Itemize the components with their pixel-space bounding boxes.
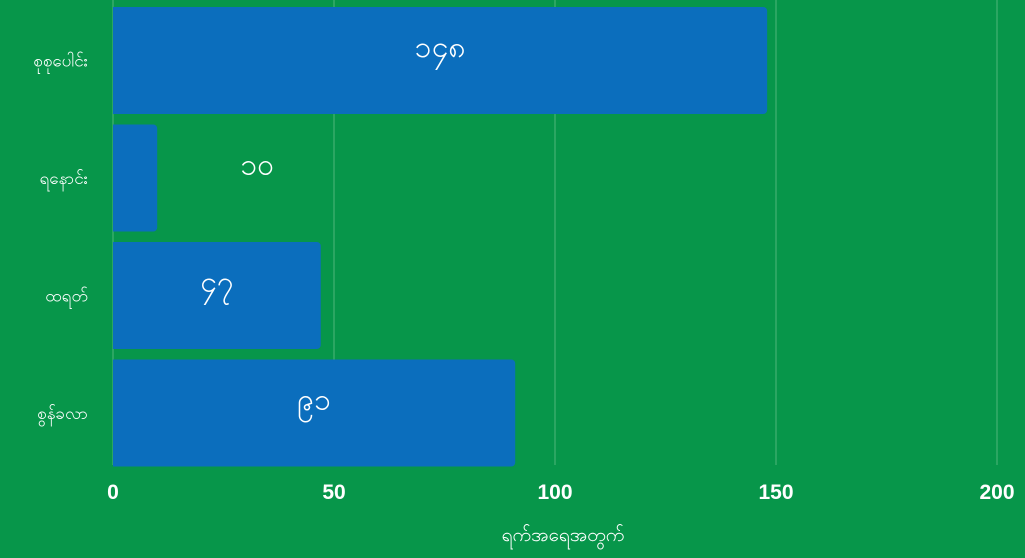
category-label-2: ထရတ် <box>45 287 88 310</box>
data-label-2: ၄၇ <box>200 265 234 306</box>
bar-edge-0 <box>113 7 119 114</box>
bar-edge-3 <box>113 359 119 467</box>
category-label-0: စုစုပေါင်း <box>33 51 88 75</box>
bar-0 <box>113 7 768 114</box>
x-tick-label-50: 50 <box>322 481 345 504</box>
x-tick-label-0: 0 <box>107 481 119 504</box>
category-label-3: စွန်ခလာ <box>37 404 88 427</box>
bar-1 <box>113 124 158 232</box>
x-tick-labels: 0 50 100 150 200 <box>107 481 1014 504</box>
data-label-0: ၁၄၈ <box>415 30 466 71</box>
bars <box>113 7 768 467</box>
bar-3 <box>113 359 516 467</box>
x-axis-title: ရက်အရေအတွက် <box>502 523 625 550</box>
bar-2 <box>113 242 321 349</box>
category-label-1: ရနောင်း <box>39 169 88 192</box>
data-label-1: ၁၀ <box>240 148 274 183</box>
x-tick-label-200: 200 <box>979 481 1014 504</box>
x-tick-label-100: 100 <box>537 481 572 504</box>
bar-edge-1 <box>113 124 119 232</box>
bar-edge-2 <box>113 242 119 349</box>
x-tick-label-150: 150 <box>758 481 793 504</box>
category-labels: စုစုပေါင်းရနောင်းထရတ်စွန်ခလာ <box>33 51 88 428</box>
data-label-3: ၉၁ <box>297 383 331 424</box>
